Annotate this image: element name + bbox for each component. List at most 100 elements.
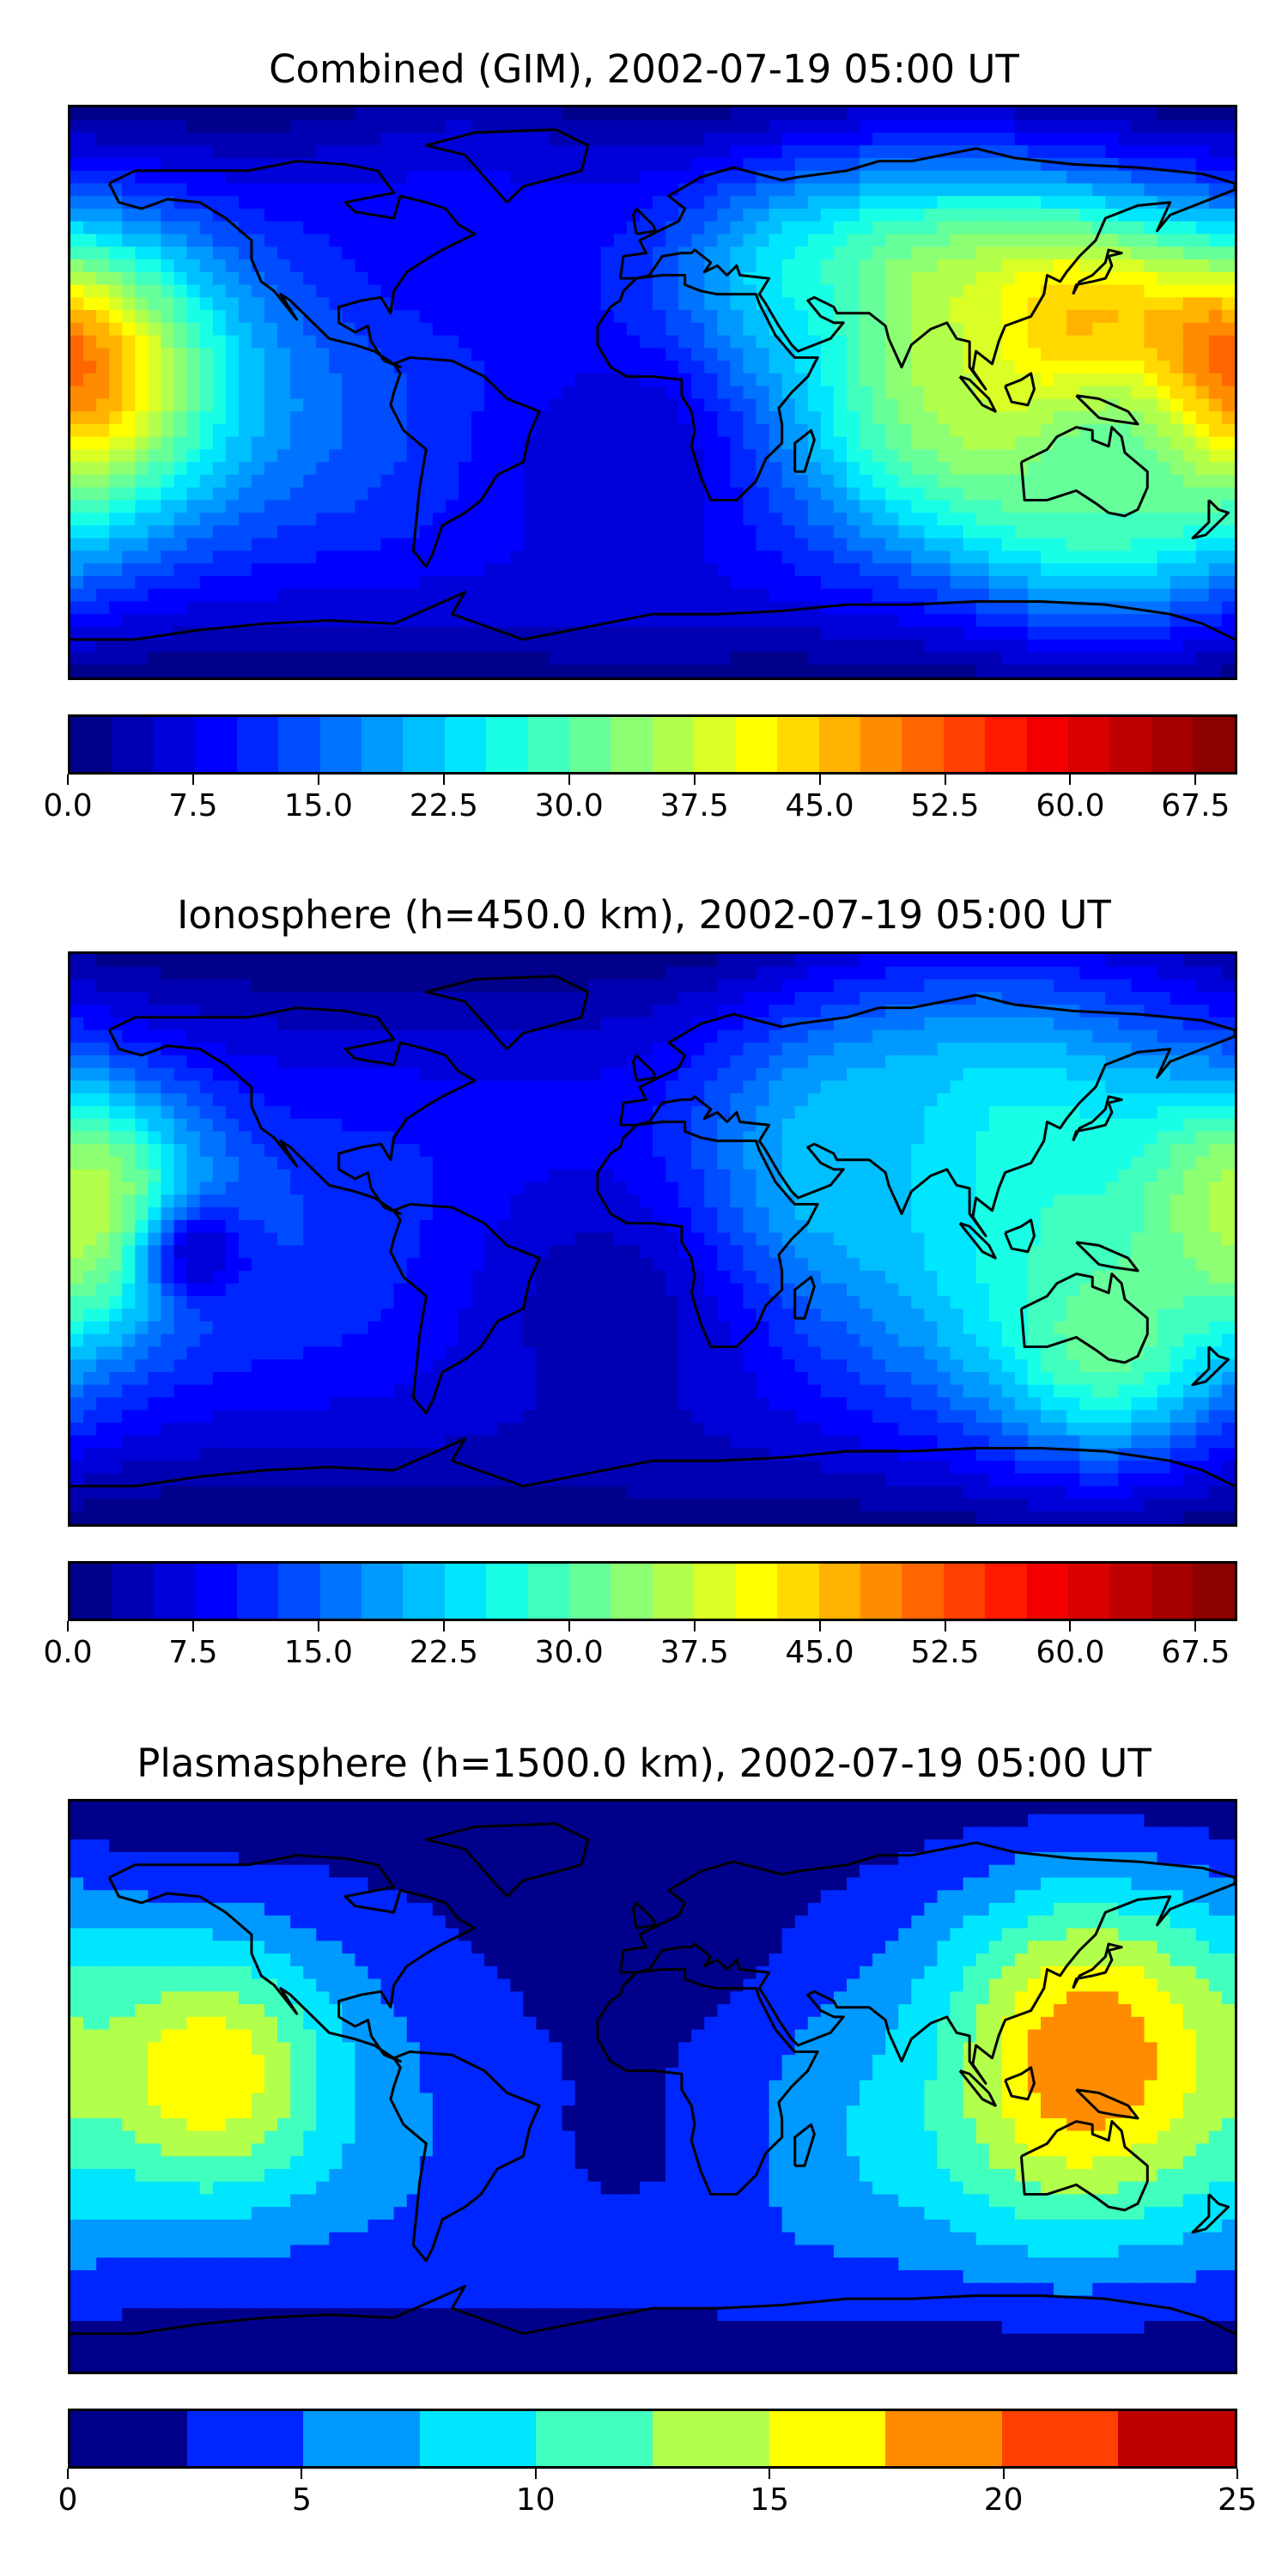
colorbar-tick	[67, 1621, 69, 1631]
coastlines	[70, 128, 1235, 641]
tec-field	[70, 1801, 1235, 2372]
coastline	[793, 428, 816, 473]
coastlines	[70, 975, 1235, 1488]
coastline	[618, 1841, 1235, 2085]
coastline	[793, 2123, 816, 2167]
colorbar-segment	[153, 717, 196, 772]
panel-title: Plasmasphere (h=1500.0 km), 2002-07-19 0…	[137, 1741, 1151, 1786]
coastline	[70, 590, 1235, 641]
colorbar-segment	[652, 2411, 769, 2466]
colorbar-segment	[943, 717, 986, 772]
colorbar-segment	[153, 1564, 196, 1619]
colorbar-tick	[693, 775, 696, 785]
coastline	[618, 993, 1235, 1237]
colorbar-tick	[317, 775, 319, 785]
colorbar-tick	[67, 775, 69, 785]
colorbar-ticks-plasmasphere: 0 5 10 15 20 25	[58, 2469, 1257, 2520]
coastline	[1019, 2120, 1149, 2212]
colorbar-segment	[319, 717, 361, 772]
coastline	[1019, 426, 1149, 518]
colorbar-tick-label: 15	[750, 2482, 790, 2518]
colorbar-segment	[1026, 1564, 1069, 1619]
coastline	[1075, 2088, 1139, 2120]
colorbar-tick-label: 7.5	[168, 788, 218, 823]
map-combined	[68, 105, 1237, 680]
coastline	[70, 2284, 1235, 2336]
colorbar-tick-label: 37.5	[659, 788, 729, 823]
colorbar-tick-label: 52.5	[910, 1635, 980, 1670]
colorbar-segment	[186, 2411, 304, 2466]
colorbar-tick	[693, 1621, 696, 1631]
colorbar-segment	[444, 717, 487, 772]
coastline	[424, 975, 590, 1050]
coastline	[1019, 1273, 1149, 1364]
panel-title: Ionosphere (h=450.0 km), 2002-07-19 05:0…	[177, 892, 1111, 938]
coastline	[424, 1822, 590, 1898]
colorbar-tick	[317, 1621, 319, 1631]
colorbar-segment	[1109, 717, 1151, 772]
coastline	[1075, 1241, 1139, 1273]
colorbar-segment	[70, 2411, 187, 2466]
colorbar-tick	[442, 1621, 445, 1631]
colorbar-ticks-ionosphere: 0.0 7.5 15.0 22.5 30.0 37.5 45.0 52.5 60.0 67.5	[43, 1621, 1237, 1673]
coastline	[1191, 1346, 1230, 1387]
map-ionosphere	[68, 951, 1237, 1527]
colorbar-segment	[1068, 1564, 1110, 1619]
colorbar-tick-label: 0.0	[43, 1635, 93, 1670]
colorbar-segment	[902, 717, 944, 772]
colorbar-tick	[1194, 1621, 1197, 1631]
coastline	[389, 355, 541, 568]
coastline	[389, 1202, 541, 1415]
colorbar-ionosphere	[68, 1561, 1237, 1621]
colorbar-tick	[818, 1621, 821, 1631]
colorbar-tick-label: 22.5	[409, 788, 478, 823]
coastline	[1072, 248, 1123, 295]
colorbar-segment	[902, 1564, 944, 1619]
colorbar-segment	[1151, 1564, 1194, 1619]
colorbar-tick	[1194, 775, 1197, 785]
colorbar-tick	[568, 775, 570, 785]
coastline	[107, 1854, 477, 2063]
colorbar-segment	[236, 717, 279, 772]
coastline	[958, 1222, 997, 1260]
colorbar-tick-label: 30.0	[534, 788, 604, 823]
coastline	[596, 274, 819, 501]
colorbar-segment	[777, 1564, 819, 1619]
colorbar-segment	[278, 717, 320, 772]
colorbar-tick	[568, 1621, 570, 1631]
colorbar-segment	[236, 1564, 279, 1619]
colorbar-segment	[195, 1564, 237, 1619]
colorbar-segment	[818, 717, 861, 772]
panel-title: Combined (GIM), 2002-07-19 05:00 UT	[269, 46, 1019, 92]
tec-field	[70, 107, 1235, 677]
colorbar-tick-label: 30.0	[534, 1635, 604, 1670]
colorbar-tick-label: 7.5	[168, 1635, 218, 1670]
colorbar-tick-label: 60.0	[1036, 788, 1105, 823]
colorbar-segment	[536, 2411, 653, 2466]
colorbar-tick-label: 25	[1218, 2482, 1257, 2518]
colorbar-tick	[944, 775, 946, 785]
colorbar-segment	[694, 717, 736, 772]
colorbar-segment	[818, 1564, 861, 1619]
colorbar-segment	[361, 1564, 404, 1619]
colorbar-segment	[769, 2411, 886, 2466]
coastline	[1191, 2193, 1230, 2234]
colorbar-segment	[403, 717, 445, 772]
colorbar-tick	[1069, 775, 1072, 785]
coastline	[631, 1901, 658, 1930]
colorbar-tick-label: 67.5	[1161, 788, 1230, 823]
colorbar-tick	[191, 1621, 194, 1631]
colorbar-segment	[1193, 717, 1235, 772]
colorbar-segment	[303, 2411, 420, 2466]
colorbar-tick	[442, 775, 445, 785]
colorbar-segment	[195, 717, 237, 772]
colorbar-tick	[1236, 2469, 1238, 2479]
colorbar-tick	[534, 2469, 537, 2479]
colorbar-segment	[486, 717, 528, 772]
colorbar-tick-label: 45.0	[785, 788, 854, 823]
colorbar-segment	[1001, 2411, 1119, 2466]
colorbar-segment	[1151, 717, 1194, 772]
colorbar-segment	[1193, 1564, 1235, 1619]
colorbar-segment	[112, 717, 154, 772]
